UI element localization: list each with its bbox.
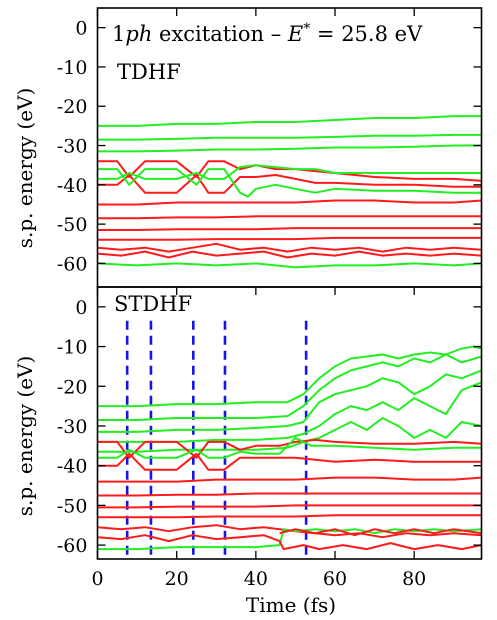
bottom-series-9-red	[97, 476, 482, 483]
top-ytick-label: 0	[75, 18, 87, 40]
top-y-axis-label: s.p. energy (eV)	[13, 88, 37, 249]
bottom-vertical-markers	[125, 320, 308, 559]
bottom-y-ticks: 0 -10 -20 -30 -40 -50 -60	[57, 297, 482, 557]
bottom-series-7-green	[97, 436, 482, 459]
xtick-label: 20	[165, 568, 189, 590]
bottom-series-3-green	[97, 369, 482, 433]
bottom-series-15-red	[97, 534, 482, 551]
top-series-12-red	[97, 242, 482, 253]
xtick-label: 0	[91, 568, 103, 590]
top-y-ticks: 0 -10 -20 -30 -40 -50 -60	[57, 18, 482, 275]
top-series-3-green	[97, 144, 482, 153]
top-series-7-green	[97, 168, 482, 198]
bottom-ytick-label: -50	[57, 495, 88, 517]
bottom-series-6-red	[97, 438, 482, 459]
top-series-6-red	[97, 174, 482, 194]
top-ytick-label: -30	[57, 136, 88, 158]
top-series-9-red	[97, 215, 482, 220]
top-ytick-label: -10	[57, 57, 88, 79]
bottom-panel: 0 -10 -20 -30 -40 -50 -60 0 20 40 60 80 STDHF s.p.…	[13, 8, 483, 617]
top-series-11-red	[97, 236, 482, 241]
bottom-series-12-red	[97, 514, 482, 519]
top-panel-label: TDHF	[117, 60, 181, 84]
top-ytick-label: -50	[57, 214, 88, 236]
top-ytick-label: -60	[57, 253, 88, 275]
x-axis-label: Time (fs)	[246, 593, 336, 617]
top-series-2-green	[97, 133, 482, 141]
xtick-label: 40	[244, 568, 268, 590]
bottom-series-8-red	[97, 452, 482, 471]
top-plot-frame	[96, 7, 483, 288]
bottom-ytick-label: -30	[57, 416, 88, 438]
top-series-14-green	[97, 262, 482, 269]
bottom-ytick-label: -10	[57, 337, 88, 359]
top-series-10-red	[97, 227, 482, 231]
top-ytick-label: -40	[57, 175, 88, 197]
bottom-series-2-green	[97, 353, 482, 421]
bottom-series-1-green	[97, 345, 482, 408]
bottom-plot-frame	[96, 286, 483, 560]
bottom-series-10-red	[97, 492, 482, 497]
top-panel: 0 -10 -20 -30 -40 -50 -60 1ph excitation – E* …	[13, 7, 483, 288]
bottom-ytick-label: 0	[75, 297, 87, 319]
bottom-ytick-label: -20	[57, 376, 88, 398]
bottom-series-16-red	[279, 528, 482, 537]
xtick-label: 60	[323, 568, 347, 590]
bottom-series-4-green	[97, 381, 482, 443]
top-series-group	[97, 115, 482, 269]
top-series-13-red	[97, 250, 482, 259]
bottom-ytick-label: -40	[57, 456, 88, 478]
xtick-label: 80	[402, 568, 426, 590]
top-series-5-green	[97, 164, 482, 180]
top-ytick-label: -20	[57, 96, 88, 118]
top-series-1-green	[97, 115, 482, 127]
top-series-8-red	[97, 199, 482, 206]
bottom-series-11-red	[97, 504, 482, 509]
bottom-series-14-green	[97, 528, 482, 551]
bottom-ytick-label: -60	[57, 535, 88, 557]
bottom-y-axis-label: s.p. energy (eV)	[13, 356, 37, 517]
bottom-series-group	[97, 345, 482, 551]
top-panel-title: 1ph excitation – E* = 25.8 eV	[112, 21, 423, 46]
bottom-series-5-green	[97, 417, 482, 453]
bottom-panel-label: STDHF	[114, 292, 192, 316]
